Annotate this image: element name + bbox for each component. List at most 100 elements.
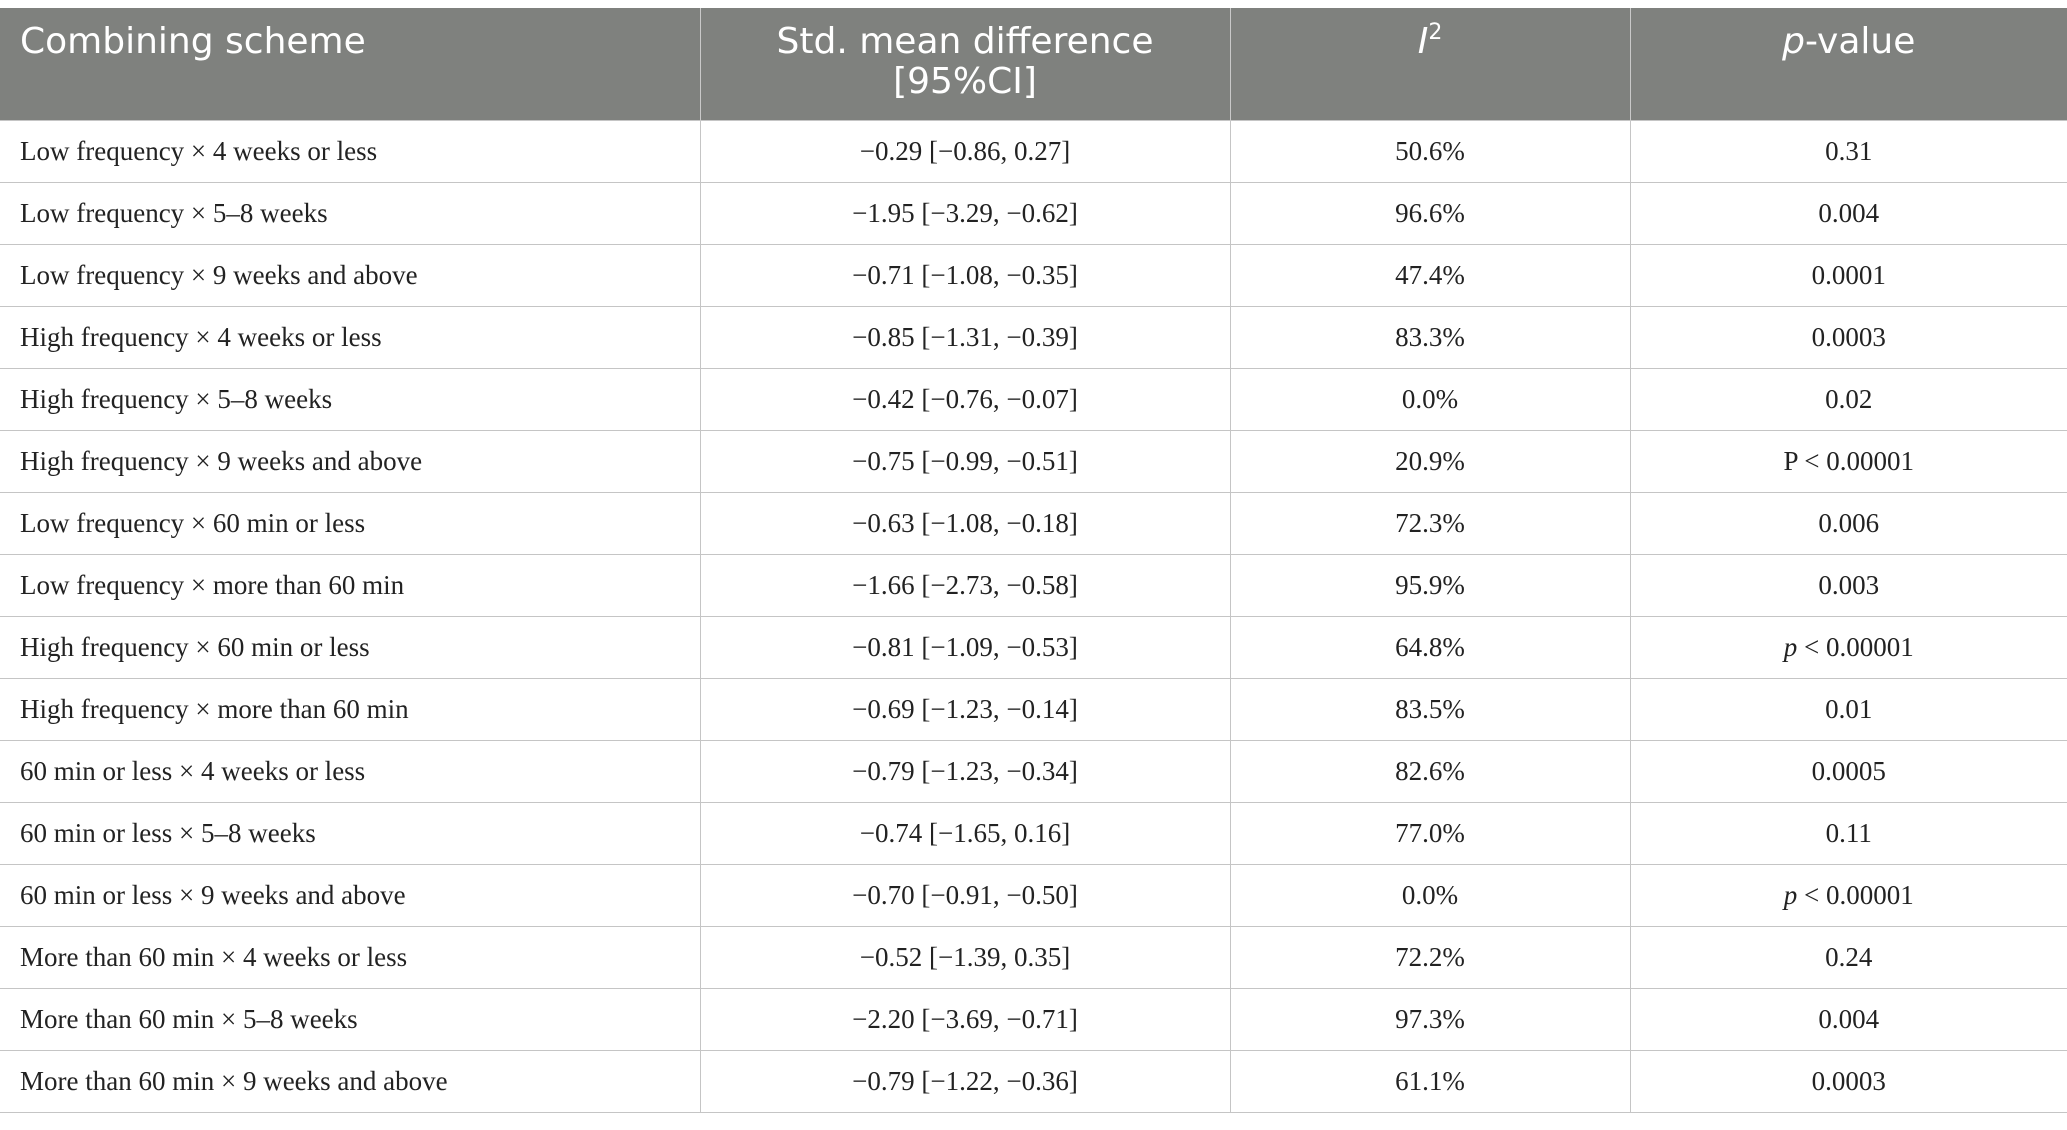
table-body: Low frequency × 4 weeks or less −0.29 [−0… [0, 119, 2067, 1113]
cell-combining-scheme: 60 min or less × 5–8 weeks [0, 801, 700, 865]
header-p-italic: p [1782, 21, 1805, 62]
cell-std-mean-difference: −0.69 [−1.23, −0.14] [699, 677, 1230, 741]
cell-p-text: 0.31 [1825, 135, 1873, 166]
cell-std-mean-difference: −0.75 [−0.99, −0.51] [699, 429, 1230, 493]
results-table: Combining scheme Std. mean difference [95… [0, 8, 2067, 1113]
cell-std-mean-difference: −0.81 [−1.09, −0.53] [699, 615, 1230, 679]
cell-p-text: < 0.00001 [1797, 879, 1914, 910]
cell-p-value: 0.0003 [1629, 1049, 2067, 1113]
cell-combining-scheme: Low frequency × 4 weeks or less [0, 119, 700, 183]
header-i-squared: I2 [1229, 8, 1630, 120]
cell-i-squared: 47.4% [1229, 243, 1630, 307]
cell-combining-scheme: Low frequency × 9 weeks and above [0, 243, 700, 307]
table-row: Low frequency × 9 weeks and above −0.71 [… [0, 243, 2067, 307]
cell-p-text: 0.004 [1818, 1003, 1880, 1034]
table-row: High frequency × 60 min or less −0.81 [−1… [0, 615, 2067, 679]
cell-i-squared: 97.3% [1229, 987, 1630, 1051]
cell-combining-scheme: Low frequency × more than 60 min [0, 553, 700, 617]
cell-i-squared: 82.6% [1229, 739, 1630, 803]
table-row: 60 min or less × 4 weeks or less −0.79 [−… [0, 739, 2067, 803]
cell-i-squared: 72.3% [1229, 491, 1630, 555]
cell-std-mean-difference: −0.85 [−1.31, −0.39] [699, 305, 1230, 369]
cell-p-text: P < 0.00001 [1783, 445, 1915, 476]
cell-combining-scheme: Low frequency × 60 min or less [0, 491, 700, 555]
cell-p-value: 0.24 [1629, 925, 2067, 989]
header-row: Combining scheme Std. mean difference [95… [0, 8, 2067, 120]
cell-p-text: 0.24 [1825, 941, 1873, 972]
table-row: High frequency × more than 60 min −0.69 [… [0, 677, 2067, 741]
table-row: Low frequency × 60 min or less −0.63 [−1.… [0, 491, 2067, 555]
cell-p-text: 0.0003 [1811, 1065, 1886, 1096]
cell-p-prefix: p [1783, 879, 1798, 910]
cell-combining-scheme: High frequency × 4 weeks or less [0, 305, 700, 369]
cell-p-value: 0.11 [1629, 801, 2067, 865]
cell-std-mean-difference: −0.79 [−1.22, −0.36] [699, 1049, 1230, 1113]
cell-p-value: p < 0.00001 [1629, 615, 2067, 679]
cell-p-text: 0.003 [1818, 569, 1880, 600]
cell-p-value: 0.004 [1629, 987, 2067, 1051]
table-row: High frequency × 4 weeks or less −0.85 [−… [0, 305, 2067, 369]
cell-p-value: 0.01 [1629, 677, 2067, 741]
cell-p-value: 0.003 [1629, 553, 2067, 617]
header-smd-line2: [95%CI] [893, 61, 1037, 102]
cell-i-squared: 96.6% [1229, 181, 1630, 245]
cell-combining-scheme: More than 60 min × 4 weeks or less [0, 925, 700, 989]
cell-p-value: 0.0003 [1629, 305, 2067, 369]
header-combining-scheme: Combining scheme [0, 8, 700, 120]
table-row: 60 min or less × 5–8 weeks −0.74 [−1.65, … [0, 801, 2067, 865]
header-p-value: p-value [1629, 8, 2067, 120]
cell-i-squared: 0.0% [1229, 863, 1630, 927]
cell-std-mean-difference: −1.95 [−3.29, −0.62] [699, 181, 1230, 245]
cell-p-text: 0.11 [1825, 817, 1872, 848]
cell-combining-scheme: High frequency × more than 60 min [0, 677, 700, 741]
cell-i-squared: 83.3% [1229, 305, 1630, 369]
cell-p-value: 0.006 [1629, 491, 2067, 555]
results-table-container: Combining scheme Std. mean difference [95… [0, 8, 2067, 1113]
cell-p-value: 0.004 [1629, 181, 2067, 245]
cell-i-squared: 64.8% [1229, 615, 1630, 679]
table-row: 60 min or less × 9 weeks and above −0.70 … [0, 863, 2067, 927]
cell-combining-scheme: High frequency × 9 weeks and above [0, 429, 700, 493]
cell-p-text: < 0.00001 [1797, 631, 1914, 662]
cell-p-text: 0.02 [1825, 383, 1873, 414]
cell-p-value: 0.0005 [1629, 739, 2067, 803]
cell-i-squared: 72.2% [1229, 925, 1630, 989]
cell-i-squared: 95.9% [1229, 553, 1630, 617]
cell-p-text: 0.006 [1818, 507, 1880, 538]
table-row: Low frequency × 4 weeks or less −0.29 [−0… [0, 119, 2067, 183]
cell-std-mean-difference: −0.52 [−1.39, 0.35] [699, 925, 1230, 989]
cell-std-mean-difference: −0.79 [−1.23, −0.34] [699, 739, 1230, 803]
cell-i-squared: 77.0% [1229, 801, 1630, 865]
cell-combining-scheme: More than 60 min × 5–8 weeks [0, 987, 700, 1051]
cell-p-text: 0.004 [1818, 197, 1880, 228]
header-i2-sup: 2 [1428, 20, 1443, 45]
header-p-rest: -value [1805, 21, 1916, 62]
cell-i-squared: 20.9% [1229, 429, 1630, 493]
cell-std-mean-difference: −0.42 [−0.76, −0.07] [699, 367, 1230, 431]
cell-i-squared: 0.0% [1229, 367, 1630, 431]
cell-i-squared: 50.6% [1229, 119, 1630, 183]
cell-std-mean-difference: −2.20 [−3.69, −0.71] [699, 987, 1230, 1051]
cell-p-prefix: p [1783, 631, 1798, 662]
table-row: Low frequency × more than 60 min −1.66 [−… [0, 553, 2067, 617]
cell-p-value: P < 0.00001 [1629, 429, 2067, 493]
cell-p-value: 0.31 [1629, 119, 2067, 183]
table-row: More than 60 min × 9 weeks and above −0.7… [0, 1049, 2067, 1113]
cell-combining-scheme: Low frequency × 5–8 weeks [0, 181, 700, 245]
header-std-mean-difference: Std. mean difference [95%CI] [699, 8, 1230, 120]
cell-i-squared: 83.5% [1229, 677, 1630, 741]
header-smd-line1: Std. mean difference [776, 21, 1154, 62]
cell-p-text: 0.0005 [1811, 755, 1886, 786]
table-row: Low frequency × 5–8 weeks −1.95 [−3.29, −… [0, 181, 2067, 245]
cell-p-value: p < 0.00001 [1629, 863, 2067, 927]
table-row: High frequency × 9 weeks and above −0.75 … [0, 429, 2067, 493]
table-header: Combining scheme Std. mean difference [95… [0, 8, 2067, 120]
cell-i-squared: 61.1% [1229, 1049, 1630, 1113]
cell-std-mean-difference: −0.74 [−1.65, 0.16] [699, 801, 1230, 865]
table-row: More than 60 min × 5–8 weeks −2.20 [−3.69… [0, 987, 2067, 1051]
cell-combining-scheme: High frequency × 60 min or less [0, 615, 700, 679]
cell-std-mean-difference: −0.71 [−1.08, −0.35] [699, 243, 1230, 307]
cell-std-mean-difference: −0.29 [−0.86, 0.27] [699, 119, 1230, 183]
cell-p-value: 0.02 [1629, 367, 2067, 431]
cell-combining-scheme: High frequency × 5–8 weeks [0, 367, 700, 431]
